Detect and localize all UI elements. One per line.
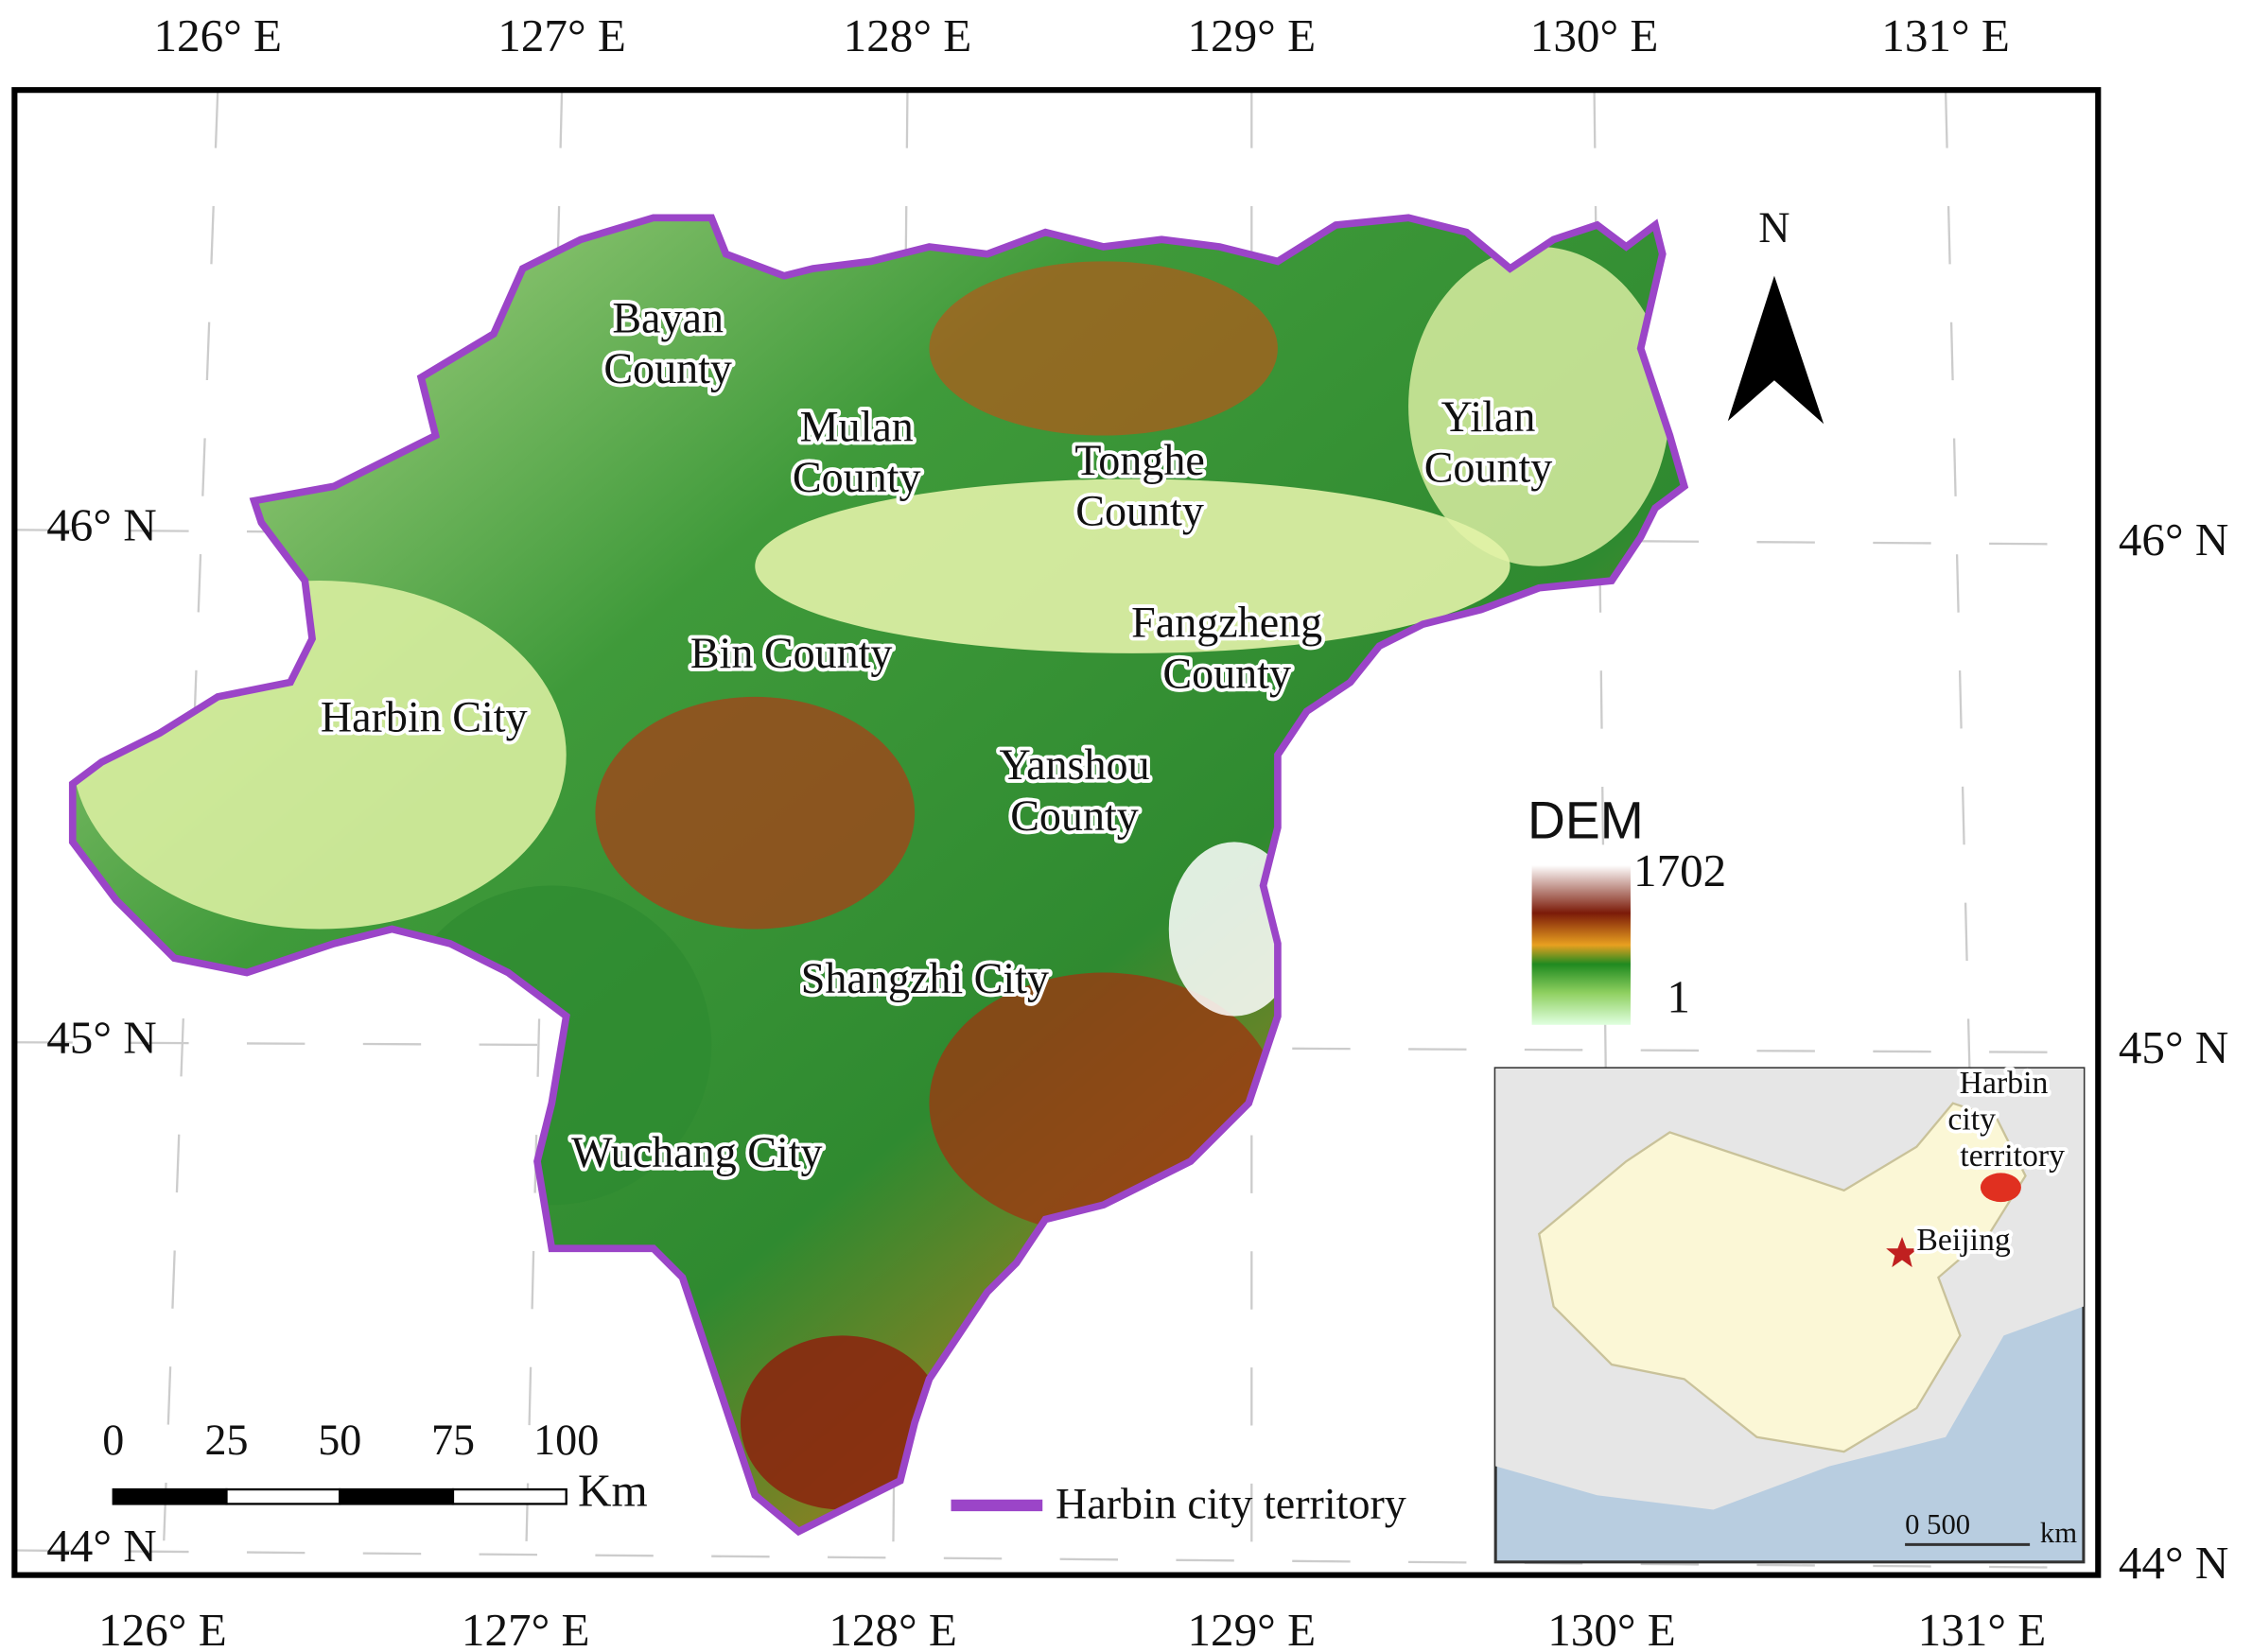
longitude-label: 127° E (462, 1604, 590, 1652)
inset-scale: 0 500 (1905, 1508, 1970, 1540)
territory-boundary (68, 214, 1689, 1537)
region-label: Tonghe (1074, 436, 1204, 484)
region-label: County (1075, 487, 1204, 535)
longitude-label: 130° E (1530, 9, 1659, 61)
scale-segment (451, 1487, 567, 1505)
inset-label: Harbin (1960, 1066, 2049, 1101)
region-label: Shangzhi City (801, 954, 1049, 1002)
longitude-label: 127° E (498, 9, 626, 61)
region-label: Yilan (1441, 392, 1536, 441)
longitude-label: 128° E (844, 9, 972, 61)
inset-label: city (1947, 1102, 1996, 1137)
latitude-label: 44° N (46, 1520, 157, 1572)
mountain (929, 261, 1278, 436)
dem-min: 1 (1667, 971, 1690, 1023)
longitude-label: 131° E (1881, 9, 2010, 61)
longitude-label: 129° E (1187, 9, 1316, 61)
scale-segment (225, 1487, 341, 1505)
region-label: County (1424, 443, 1553, 491)
scale-label: 50 (318, 1416, 361, 1464)
meridian (1944, 90, 1983, 1575)
lowland (755, 478, 1510, 653)
inset-label: Beijing (1916, 1223, 2011, 1258)
region-label: County (1162, 649, 1291, 697)
region-label: County (793, 453, 921, 501)
terrain (72, 217, 1685, 1532)
north-arrow (1727, 275, 1824, 425)
longitude-label: 128° E (829, 1604, 957, 1652)
boundary-legend: Harbin city territory (1056, 1480, 1406, 1528)
scale-label: 100 (533, 1416, 599, 1464)
region-label: Harbin City (321, 693, 528, 741)
inset-scale-unit: km (2040, 1517, 2077, 1549)
inset: Harbin city territory Beijing 0 500 km (1493, 1062, 2086, 1564)
mountain (740, 1335, 944, 1510)
longitude-label: 130° E (1547, 1604, 1676, 1652)
latitude-label: 45° N (2119, 1021, 2229, 1073)
latitude-label: 45° N (46, 1012, 157, 1064)
territory-marker (1980, 1173, 2021, 1203)
region-label: County (1010, 791, 1139, 840)
longitude-label: 126° E (98, 1604, 227, 1652)
north-label: N (1758, 203, 1789, 252)
region-label: Fangzheng (1131, 599, 1322, 647)
region-label: Bayan (612, 293, 724, 341)
latitude-label: 44° N (2119, 1537, 2229, 1589)
scale-label: 75 (431, 1416, 475, 1464)
map-frame (11, 87, 2102, 1578)
scale-unit: Km (578, 1464, 648, 1516)
longitude-label: 129° E (1187, 1604, 1316, 1652)
dem-title: DEM (1528, 791, 1644, 850)
dem-max: 1702 (1633, 844, 1726, 896)
region-label: County (603, 344, 732, 392)
scale-segment (112, 1487, 228, 1505)
lowland (72, 581, 567, 930)
region-label: Mulan (800, 403, 914, 451)
latitude-label: 46° N (2119, 513, 2229, 565)
region-label: Wuchang City (571, 1128, 822, 1176)
region-label: Yanshou (999, 740, 1149, 789)
scale-label: 0 (102, 1416, 124, 1464)
latitude-label: 46° N (46, 499, 157, 551)
scale-segment (339, 1487, 455, 1505)
region-label: Bin County (690, 629, 893, 677)
longitude-label: 131° E (1918, 1604, 2047, 1652)
capital-star (1886, 1236, 1918, 1268)
longitude-label: 126° E (153, 9, 282, 61)
inset-label: territory (1960, 1139, 2065, 1174)
china (1537, 1102, 2027, 1453)
mountain (595, 696, 916, 930)
scale-label: 25 (204, 1416, 248, 1464)
labels: 126° E 126° E 127° E 127° E 128° E 128° E 129°… (46, 9, 2228, 1652)
dem-gradient (1531, 864, 1631, 1025)
lowland (1408, 246, 1670, 566)
